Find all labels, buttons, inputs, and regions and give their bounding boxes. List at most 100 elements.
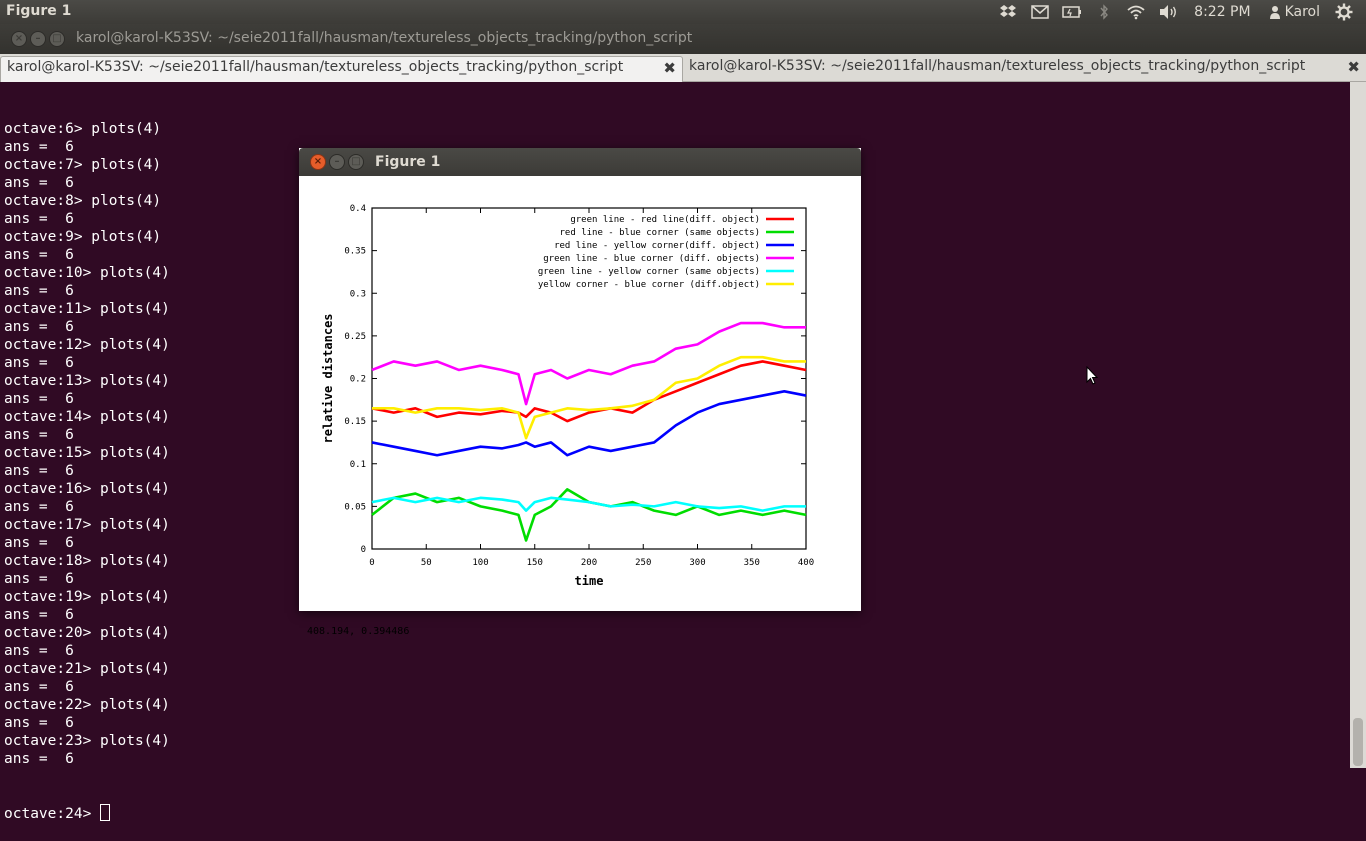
x-tick-label: 350 <box>744 558 760 568</box>
terminal-line: octave:19> plots(4) <box>4 589 170 605</box>
terminal-line: ans = 6 <box>4 751 74 767</box>
terminal-line: ans = 6 <box>4 247 74 263</box>
text-cursor <box>100 804 111 821</box>
terminal-line: octave:23> plots(4) <box>4 733 170 749</box>
terminal-line: ans = 6 <box>4 211 74 227</box>
series-line-2 <box>371 389 807 457</box>
terminal-line: octave:16> plots(4) <box>4 481 170 497</box>
terminal-line: octave:8> plots(4) <box>4 193 162 209</box>
terminal-line: ans = 6 <box>4 715 74 731</box>
legend-label: green line - blue corner (diff. objects) <box>543 254 760 264</box>
series-line-0 <box>371 360 807 423</box>
legend-label: green line - yellow corner (same objects… <box>538 267 760 277</box>
tab-terminal-2[interactable]: karol@karol-K53SV: ~/seie2011fall/hausma… <box>683 56 1366 82</box>
gear-icon[interactable] <box>1328 0 1360 24</box>
maximize-icon[interactable]: □ <box>49 31 65 47</box>
user-name: Karol <box>1284 4 1320 20</box>
series-line-3 <box>371 321 806 406</box>
close-icon[interactable]: ✖ <box>663 59 676 77</box>
close-icon[interactable]: × <box>11 31 27 47</box>
minimize-icon[interactable]: – <box>329 154 345 170</box>
x-axis-label: time <box>575 574 604 588</box>
terminal-line: octave:18> plots(4) <box>4 553 170 569</box>
terminal-scrollbar[interactable] <box>1350 82 1366 768</box>
x-tick-label: 200 <box>581 558 597 568</box>
terminal-line: ans = 6 <box>4 175 74 191</box>
close-icon[interactable]: × <box>310 154 326 170</box>
y-tick-label: 0.35 <box>344 247 366 257</box>
terminal-line: octave:10> plots(4) <box>4 265 170 281</box>
terminal-line: ans = 6 <box>4 463 74 479</box>
terminal-line: ans = 6 <box>4 499 74 515</box>
terminal-line: octave:7> plots(4) <box>4 157 162 173</box>
mail-icon[interactable] <box>1024 0 1056 24</box>
minimize-icon[interactable]: – <box>30 31 46 47</box>
terminal-titlebar[interactable]: × – □ karol@karol-K53SV: ~/seie2011fall/… <box>0 24 1366 54</box>
y-tick-label: 0.3 <box>350 289 366 299</box>
maximize-icon[interactable]: □ <box>348 154 364 170</box>
terminal-prompt-line[interactable]: octave:24> <box>4 804 1346 823</box>
terminal-line: octave:20> plots(4) <box>4 625 170 641</box>
series-line-4 <box>371 496 806 512</box>
plot-frame <box>371 207 807 550</box>
terminal-line: ans = 6 <box>4 607 74 623</box>
y-tick-label: 0.15 <box>344 417 366 427</box>
terminal-line: ans = 6 <box>4 319 74 335</box>
battery-icon[interactable] <box>1056 0 1088 24</box>
y-tick-label: 0.4 <box>350 204 366 214</box>
volume-icon[interactable] <box>1152 0 1184 24</box>
terminal-line: octave:12> plots(4) <box>4 337 170 353</box>
x-tick-label: 250 <box>635 558 651 568</box>
scrollbar-thumb[interactable] <box>1353 718 1363 766</box>
legend-label: red line - yellow corner(diff. object) <box>554 241 760 251</box>
y-axis-label: relative distances <box>321 313 335 443</box>
line-chart[interactable]: 0 50 100 150 200 250 300 350 400 0 0.05 0.1 0.15 0.2 0… <box>300 176 860 596</box>
terminal-line: octave:11> plots(4) <box>4 301 170 317</box>
close-icon[interactable]: ✖ <box>1347 58 1360 76</box>
prompt: octave:24> <box>4 806 101 822</box>
figure-titlebar[interactable]: × – □ Figure 1 <box>299 148 861 176</box>
legend-label: green line - red line(diff. object) <box>570 215 760 225</box>
tab-label: karol@karol-K53SV: ~/seie2011fall/hausma… <box>7 59 624 75</box>
x-tick-label: 0 <box>369 558 374 568</box>
y-tick-label: 0 <box>361 545 366 555</box>
user-icon <box>1269 6 1280 19</box>
wifi-icon[interactable] <box>1120 0 1152 24</box>
terminal-line: ans = 6 <box>4 283 74 299</box>
x-tick-label: 400 <box>798 558 814 568</box>
y-tick-label: 0.05 <box>344 502 366 512</box>
terminal-line: octave:17> plots(4) <box>4 517 170 533</box>
tab-terminal-1[interactable]: karol@karol-K53SV: ~/seie2011fall/hausma… <box>0 56 683 82</box>
y-tick-label: 0.25 <box>344 332 366 342</box>
terminal-line: octave:13> plots(4) <box>4 373 170 389</box>
terminal-line: ans = 6 <box>4 391 74 407</box>
legend-label: red line - blue corner (same objects) <box>560 228 760 238</box>
mouse-pointer-icon <box>1086 366 1098 385</box>
terminal-line: ans = 6 <box>4 355 74 371</box>
y-tick-label: 0.1 <box>350 460 366 470</box>
series-line-1 <box>371 488 807 542</box>
tab-label: karol@karol-K53SV: ~/seie2011fall/hausma… <box>689 58 1306 74</box>
terminal-line: octave:15> plots(4) <box>4 445 170 461</box>
terminal-line: octave:6> plots(4) <box>4 121 162 137</box>
terminal-line: octave:14> plots(4) <box>4 409 170 425</box>
x-tick-label: 50 <box>421 558 432 568</box>
terminal-line: ans = 6 <box>4 427 74 443</box>
figure-title: Figure 1 <box>375 154 441 170</box>
y-tick-label: 0.2 <box>350 375 366 385</box>
system-tray: 8:22 PM Karol <box>992 0 1360 24</box>
dropbox-icon[interactable] <box>992 0 1024 24</box>
figure-window[interactable]: × – □ Figure 1 0 50 100 150 200 250 300 350 400 0… <box>299 148 861 637</box>
user-menu[interactable]: Karol <box>1261 4 1328 20</box>
terminal-line: octave:21> plots(4) <box>4 661 170 677</box>
clock[interactable]: 8:22 PM <box>1194 4 1251 20</box>
series-line-5 <box>372 355 806 440</box>
plot-area[interactable]: 0 50 100 150 200 250 300 350 400 0 0.05 0.1 0.15 0.2 0… <box>300 176 860 637</box>
terminal-line: ans = 6 <box>4 679 74 695</box>
terminal-line: octave:22> plots(4) <box>4 697 170 713</box>
terminal-line: ans = 6 <box>4 139 74 155</box>
bluetooth-icon[interactable] <box>1088 0 1120 24</box>
x-tick-label: 150 <box>527 558 543 568</box>
x-tick-label: 100 <box>472 558 488 568</box>
terminal-line: ans = 6 <box>4 571 74 587</box>
